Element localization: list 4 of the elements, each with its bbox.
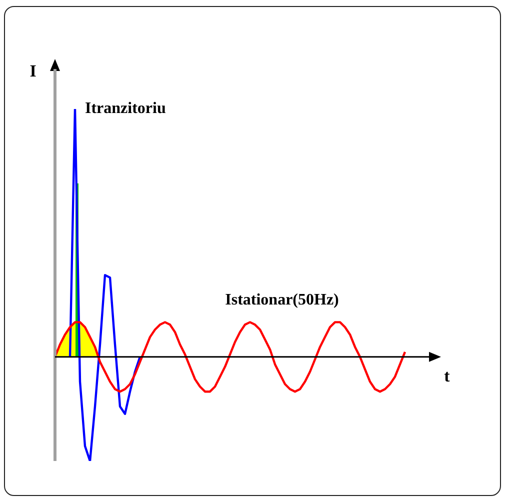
y-axis-title: I bbox=[30, 61, 37, 80]
series-label: Itranzitoriu bbox=[85, 100, 166, 118]
x-axis-title: t bbox=[444, 366, 450, 386]
series-label: Istationar(50Hz) bbox=[225, 291, 339, 308]
